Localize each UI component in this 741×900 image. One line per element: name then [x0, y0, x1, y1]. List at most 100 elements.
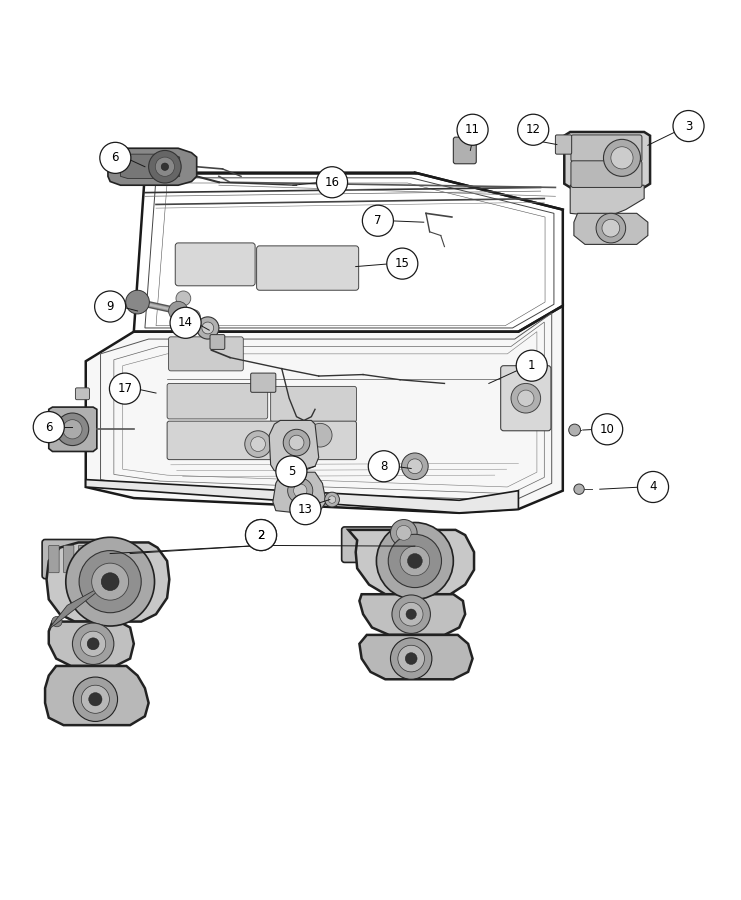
Circle shape [293, 484, 307, 498]
FancyBboxPatch shape [571, 161, 642, 187]
Circle shape [63, 419, 82, 439]
Text: 13: 13 [298, 503, 313, 516]
Circle shape [245, 431, 271, 457]
Circle shape [73, 623, 114, 664]
Circle shape [308, 423, 332, 447]
Text: 12: 12 [525, 123, 541, 136]
Polygon shape [359, 594, 465, 634]
Circle shape [169, 302, 187, 320]
Circle shape [511, 383, 541, 413]
FancyBboxPatch shape [210, 335, 225, 349]
Circle shape [408, 554, 422, 568]
Circle shape [391, 638, 432, 680]
Circle shape [283, 429, 310, 456]
Circle shape [396, 526, 411, 540]
Circle shape [596, 213, 625, 243]
Circle shape [289, 436, 304, 450]
Polygon shape [108, 148, 196, 185]
Circle shape [149, 150, 181, 183]
Circle shape [392, 595, 431, 634]
Polygon shape [574, 213, 648, 245]
Text: 5: 5 [288, 465, 295, 478]
Circle shape [602, 220, 619, 237]
Circle shape [82, 685, 110, 714]
Polygon shape [565, 132, 650, 187]
Text: 17: 17 [118, 382, 133, 395]
Circle shape [95, 291, 126, 322]
Circle shape [325, 492, 339, 507]
FancyBboxPatch shape [175, 243, 255, 286]
Circle shape [170, 307, 201, 338]
Circle shape [611, 147, 633, 169]
Polygon shape [273, 472, 326, 513]
Circle shape [196, 317, 219, 339]
FancyBboxPatch shape [169, 337, 243, 371]
Circle shape [405, 652, 417, 664]
Text: 6: 6 [45, 420, 53, 434]
Polygon shape [86, 480, 519, 513]
Circle shape [400, 546, 430, 576]
Circle shape [79, 551, 142, 613]
FancyBboxPatch shape [256, 246, 359, 290]
Circle shape [89, 693, 102, 706]
Text: 1: 1 [528, 359, 536, 373]
Circle shape [368, 451, 399, 482]
Polygon shape [47, 543, 170, 622]
Circle shape [56, 413, 89, 446]
Polygon shape [269, 420, 319, 472]
Circle shape [52, 616, 62, 626]
Circle shape [637, 472, 668, 502]
FancyBboxPatch shape [556, 135, 571, 154]
FancyBboxPatch shape [167, 421, 356, 460]
Text: 14: 14 [178, 316, 193, 329]
FancyBboxPatch shape [93, 545, 104, 572]
Circle shape [399, 602, 423, 626]
Circle shape [100, 142, 131, 174]
Circle shape [202, 322, 213, 334]
Circle shape [288, 478, 313, 503]
FancyBboxPatch shape [250, 374, 276, 392]
Circle shape [362, 205, 393, 237]
Circle shape [66, 537, 155, 626]
FancyBboxPatch shape [76, 388, 90, 400]
Text: 8: 8 [380, 460, 388, 473]
Polygon shape [348, 530, 474, 594]
FancyBboxPatch shape [49, 545, 59, 572]
Text: 9: 9 [107, 300, 114, 313]
Circle shape [603, 140, 640, 176]
Circle shape [406, 609, 416, 619]
Circle shape [176, 291, 190, 306]
Circle shape [185, 310, 200, 324]
Circle shape [245, 519, 276, 551]
Polygon shape [49, 407, 97, 452]
Text: 4: 4 [649, 481, 657, 493]
Text: 7: 7 [374, 214, 382, 227]
Circle shape [245, 519, 276, 551]
Circle shape [516, 350, 548, 382]
Text: 15: 15 [395, 257, 410, 270]
Circle shape [162, 163, 169, 170]
FancyBboxPatch shape [270, 386, 356, 422]
Circle shape [398, 645, 425, 672]
Circle shape [402, 453, 428, 480]
Circle shape [387, 248, 418, 279]
Polygon shape [121, 154, 179, 178]
Circle shape [73, 677, 118, 722]
Circle shape [33, 411, 64, 443]
FancyBboxPatch shape [453, 137, 476, 164]
FancyBboxPatch shape [79, 545, 89, 572]
Circle shape [518, 390, 534, 407]
Circle shape [328, 496, 336, 503]
Circle shape [81, 631, 106, 656]
Polygon shape [359, 634, 473, 680]
Circle shape [290, 493, 321, 525]
Circle shape [591, 414, 622, 445]
FancyBboxPatch shape [64, 545, 74, 572]
Circle shape [673, 111, 704, 141]
Circle shape [316, 166, 348, 198]
Circle shape [388, 535, 442, 588]
Circle shape [391, 519, 417, 546]
Circle shape [457, 114, 488, 145]
Circle shape [250, 436, 265, 452]
Text: 3: 3 [685, 120, 692, 132]
